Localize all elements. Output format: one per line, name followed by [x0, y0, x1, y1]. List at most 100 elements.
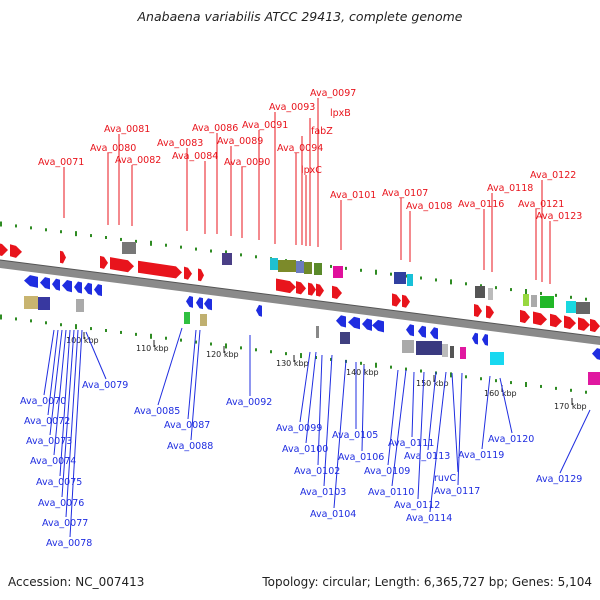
bottom-tick-dots	[240, 346, 242, 350]
rna-feature	[122, 242, 136, 254]
scale-label: 120 kbp	[206, 350, 239, 359]
leader-line	[299, 351, 311, 423]
bottom-tick-dots	[15, 317, 17, 321]
gene-label: Ava_0080	[90, 143, 136, 154]
reverse-gene	[418, 325, 426, 338]
scale-label: 140 kbp	[346, 368, 379, 377]
rna-feature	[490, 352, 504, 365]
top-tick-dots	[480, 284, 482, 288]
gene-label: Ava_0129	[536, 474, 582, 485]
gene-label: Ava_0070	[20, 396, 66, 407]
forward-gene	[276, 278, 296, 294]
top-tick-dots	[105, 236, 107, 240]
gene-label: Ava_0092	[226, 397, 272, 408]
gene-label: Ava_0121	[518, 199, 564, 210]
gene-label: Ava_0097	[310, 88, 356, 99]
reverse-gene	[592, 348, 600, 360]
genome-summary: Topology: circular; Length: 6,365,727 bp…	[262, 575, 592, 589]
gene-label: Ava_0071	[38, 157, 84, 168]
bottom-tick-dots	[90, 327, 92, 331]
rna-feature	[460, 347, 466, 359]
reverse-gene	[196, 297, 203, 310]
reverse-gene	[482, 333, 488, 346]
rna-feature	[222, 253, 232, 265]
bottom-tick-dots	[330, 357, 332, 361]
rna-feature	[566, 301, 576, 313]
leader-line	[387, 369, 399, 466]
forward-gene	[184, 266, 192, 280]
leader-line	[411, 371, 415, 438]
forward-gene	[60, 250, 66, 264]
top-tick-dots	[330, 264, 332, 268]
top-tick-dots	[525, 289, 527, 295]
bottom-tick-dots	[60, 323, 62, 327]
leader-line	[481, 375, 491, 450]
reverse-gene	[40, 277, 50, 290]
gene-label: Ava_0094	[277, 143, 323, 154]
top-tick-dots	[165, 243, 167, 247]
forward-gene	[296, 281, 306, 295]
reverse-gene	[362, 318, 372, 331]
top-tick-dots	[345, 266, 347, 270]
top-tick-dots	[450, 279, 452, 285]
gene-label: Ava_0078	[46, 538, 92, 549]
forward-gene	[100, 255, 108, 269]
leader-line	[157, 327, 183, 406]
top-tick-dots	[375, 269, 377, 275]
rna-feature	[270, 258, 278, 270]
forward-gene	[550, 313, 562, 328]
rna-feature	[76, 299, 84, 312]
top-tick-dots	[30, 226, 32, 230]
gene-label: Ava_0075	[36, 477, 82, 488]
top-tick-dots	[495, 286, 497, 290]
bottom-tick-dots	[45, 321, 47, 325]
leader-line	[47, 329, 59, 416]
forward-gene	[486, 305, 494, 319]
gene-label: Ava_0073	[26, 436, 72, 447]
gene-label: Ava_0123	[536, 211, 582, 222]
bottom-tick-dots	[255, 348, 257, 352]
top-tick-dots	[435, 278, 437, 282]
rna-feature	[304, 262, 312, 274]
bottom-tick-dots	[195, 340, 197, 344]
leader-line	[499, 377, 513, 434]
gene-label: lpxB	[330, 108, 351, 119]
leader-line	[323, 354, 333, 487]
leader-line	[85, 331, 107, 380]
leader-line	[190, 329, 201, 441]
rna-feature	[278, 260, 296, 272]
rna-feature	[333, 266, 343, 278]
reverse-gene	[348, 316, 360, 330]
rna-feature	[402, 340, 414, 353]
leader-line	[49, 329, 63, 436]
forward-gene	[564, 315, 576, 330]
rna-feature	[340, 332, 350, 344]
gene-label: Ava_0090	[224, 157, 270, 168]
gene-label: Ava_0091	[242, 120, 288, 131]
top-tick-dots	[120, 237, 122, 241]
reverse-gene	[472, 332, 478, 345]
bottom-tick-dots	[555, 386, 557, 390]
leader-line	[43, 329, 55, 396]
bottom-tick-dots	[420, 369, 422, 373]
top-tick-dots	[210, 249, 212, 253]
rna-feature	[200, 314, 207, 326]
bottom-tick-dots	[360, 361, 362, 365]
gene-label: Ava_0089	[217, 136, 263, 147]
gene-label: Ava_0083	[157, 138, 203, 149]
gene-label: lpxC	[301, 165, 322, 176]
gene-label: Ava_0116	[458, 199, 504, 210]
top-tick-dots	[360, 268, 362, 272]
rna-feature	[540, 296, 554, 308]
gene-label: Ava_0081	[104, 124, 150, 135]
rna-feature	[24, 296, 38, 309]
gene-label: Ava_0113	[404, 451, 450, 462]
gene-label: Ava_0074	[30, 456, 76, 467]
gene-label: Ava_0118	[487, 183, 533, 194]
gene-label: Ava_0079	[82, 380, 128, 391]
leader-line	[65, 329, 79, 518]
rna-feature	[588, 372, 600, 385]
forward-gene	[520, 309, 530, 324]
gene-label: Ava_0088	[167, 441, 213, 452]
